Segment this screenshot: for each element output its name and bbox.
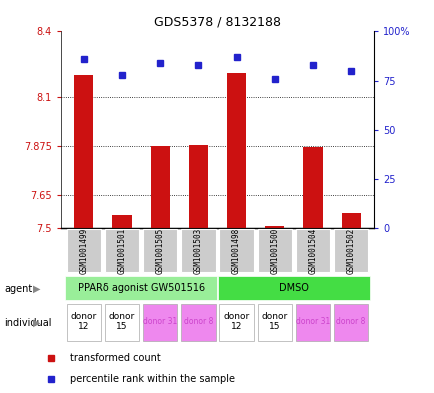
- Bar: [74, 75, 93, 228]
- Text: donor 31: donor 31: [295, 317, 329, 326]
- Text: donor
15: donor 15: [261, 312, 287, 331]
- Text: ▶: ▶: [33, 284, 40, 294]
- FancyBboxPatch shape: [66, 229, 101, 272]
- Text: transformed count: transformed count: [69, 353, 160, 363]
- Text: DMSO: DMSO: [278, 283, 308, 292]
- Text: GSM1001505: GSM1001505: [155, 228, 164, 274]
- Text: GSM1001499: GSM1001499: [79, 228, 88, 274]
- Text: donor 8: donor 8: [336, 317, 365, 326]
- Title: GDS5378 / 8132188: GDS5378 / 8132188: [154, 16, 280, 29]
- Text: GSM1001500: GSM1001500: [270, 228, 279, 274]
- FancyBboxPatch shape: [219, 304, 253, 341]
- FancyBboxPatch shape: [143, 229, 177, 272]
- FancyBboxPatch shape: [66, 304, 101, 341]
- Text: GSM1001503: GSM1001503: [194, 228, 202, 274]
- Text: donor
12: donor 12: [71, 312, 97, 331]
- FancyBboxPatch shape: [143, 304, 177, 341]
- FancyBboxPatch shape: [295, 304, 329, 341]
- Text: GSM1001498: GSM1001498: [232, 228, 240, 274]
- Text: ▶: ▶: [33, 318, 40, 328]
- FancyBboxPatch shape: [333, 304, 368, 341]
- FancyBboxPatch shape: [105, 304, 139, 341]
- FancyBboxPatch shape: [257, 304, 291, 341]
- FancyBboxPatch shape: [105, 229, 139, 272]
- FancyBboxPatch shape: [218, 276, 368, 300]
- Text: donor
15: donor 15: [108, 312, 135, 331]
- Bar: [227, 73, 246, 228]
- Text: PPARδ agonist GW501516: PPARδ agonist GW501516: [77, 283, 204, 292]
- Bar: [303, 147, 322, 228]
- Text: agent: agent: [4, 284, 33, 294]
- Text: donor 8: donor 8: [183, 317, 213, 326]
- Text: GSM1001502: GSM1001502: [346, 228, 355, 274]
- Text: GSM1001501: GSM1001501: [117, 228, 126, 274]
- Text: GSM1001504: GSM1001504: [308, 228, 317, 274]
- Bar: [112, 215, 131, 228]
- Bar: [265, 226, 284, 228]
- FancyBboxPatch shape: [333, 229, 368, 272]
- FancyBboxPatch shape: [181, 229, 215, 272]
- Bar: [150, 146, 169, 228]
- Bar: [188, 145, 207, 228]
- FancyBboxPatch shape: [181, 304, 215, 341]
- Text: individual: individual: [4, 318, 52, 328]
- FancyBboxPatch shape: [295, 229, 329, 272]
- Text: donor 31: donor 31: [143, 317, 177, 326]
- Text: donor
12: donor 12: [223, 312, 249, 331]
- FancyBboxPatch shape: [219, 229, 253, 272]
- Bar: [341, 213, 360, 228]
- FancyBboxPatch shape: [257, 229, 291, 272]
- Text: percentile rank within the sample: percentile rank within the sample: [69, 374, 234, 384]
- FancyBboxPatch shape: [66, 276, 216, 300]
